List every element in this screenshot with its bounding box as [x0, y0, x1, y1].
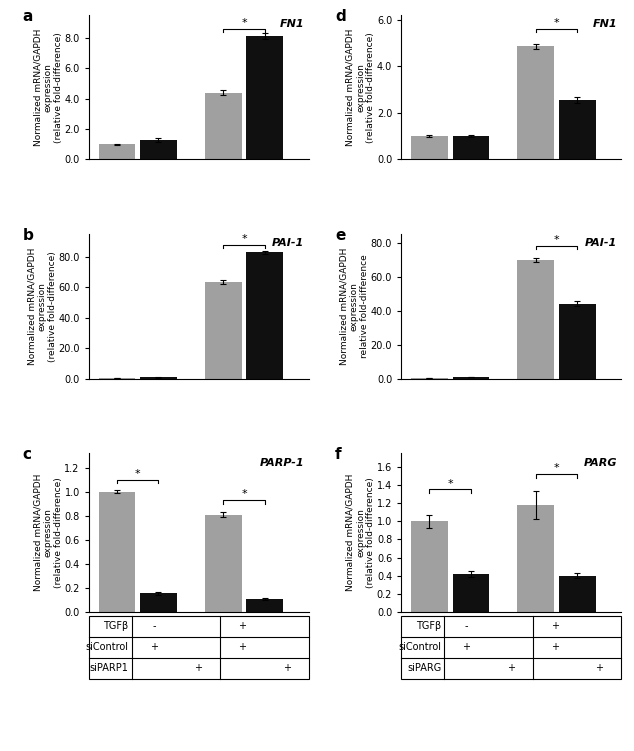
Bar: [140, 378, 177, 379]
Text: +: +: [194, 663, 202, 674]
Text: PAI-1: PAI-1: [585, 238, 617, 249]
Bar: [247, 599, 283, 612]
Text: *: *: [448, 479, 453, 489]
Text: *: *: [241, 18, 247, 28]
Y-axis label: Normalized mRNA/GAPDH
expression
(relative fold-difference): Normalized mRNA/GAPDH expression (relati…: [346, 29, 375, 146]
Bar: [247, 36, 283, 159]
Text: PARP-1: PARP-1: [260, 458, 304, 468]
Text: -: -: [152, 621, 156, 632]
Y-axis label: Normalized mRNA/GAPDH
expression
(relative fold-difference): Normalized mRNA/GAPDH expression (relati…: [27, 248, 57, 365]
Text: PAI-1: PAI-1: [272, 238, 304, 249]
Text: FN1: FN1: [592, 20, 617, 29]
Bar: [453, 136, 489, 159]
Y-axis label: Normalized mRNA/GAPDH
expression
(relative fold-difference): Normalized mRNA/GAPDH expression (relati…: [33, 29, 63, 146]
Bar: [205, 514, 242, 612]
Y-axis label: Normalized mRNA/GAPDH
expression
(relative fold-difference): Normalized mRNA/GAPDH expression (relati…: [33, 474, 63, 591]
Bar: [559, 100, 596, 159]
Text: *: *: [553, 463, 559, 473]
Text: TGFβ: TGFβ: [416, 621, 441, 632]
Text: f: f: [335, 447, 342, 462]
Y-axis label: Normalized mRNA/GAPDH
expression
(relative fold-difference): Normalized mRNA/GAPDH expression (relati…: [346, 474, 375, 591]
Bar: [98, 144, 135, 159]
Text: *: *: [241, 234, 247, 244]
Text: +: +: [507, 663, 515, 674]
Text: a: a: [23, 9, 33, 24]
Text: FN1: FN1: [280, 20, 304, 29]
Bar: [98, 492, 135, 612]
Text: siPARP1: siPARP1: [90, 663, 129, 674]
Text: +: +: [150, 642, 158, 653]
Text: *: *: [553, 235, 559, 246]
Text: TGFβ: TGFβ: [103, 621, 129, 632]
Text: +: +: [238, 642, 247, 653]
Text: +: +: [462, 642, 470, 653]
Bar: [453, 574, 489, 612]
Bar: [517, 47, 554, 159]
Bar: [205, 92, 242, 159]
Text: *: *: [241, 490, 247, 499]
Text: siControl: siControl: [86, 642, 129, 653]
Text: *: *: [135, 469, 141, 479]
Bar: [247, 252, 283, 379]
Bar: [140, 593, 177, 612]
Text: +: +: [551, 621, 559, 632]
Bar: [453, 377, 489, 379]
Text: -: -: [465, 621, 469, 632]
Text: d: d: [335, 9, 346, 24]
Text: PARG: PARG: [583, 458, 617, 468]
Text: siPARG: siPARG: [407, 663, 441, 674]
Bar: [140, 140, 177, 159]
Text: e: e: [335, 228, 346, 243]
Text: c: c: [23, 447, 32, 462]
Bar: [411, 136, 448, 159]
Text: +: +: [283, 663, 291, 674]
Text: b: b: [23, 228, 34, 243]
Text: +: +: [595, 663, 603, 674]
Bar: [517, 505, 554, 612]
Bar: [517, 260, 554, 379]
Bar: [411, 521, 448, 612]
Y-axis label: Normalized mRNA/GAPDH
expression
relative fold-difference: Normalized mRNA/GAPDH expression relativ…: [340, 248, 370, 365]
Text: *: *: [553, 18, 559, 29]
Bar: [559, 303, 596, 379]
Text: +: +: [238, 621, 247, 632]
Text: siControl: siControl: [398, 642, 441, 653]
Text: +: +: [551, 642, 559, 653]
Bar: [559, 576, 596, 612]
Bar: [205, 282, 242, 379]
